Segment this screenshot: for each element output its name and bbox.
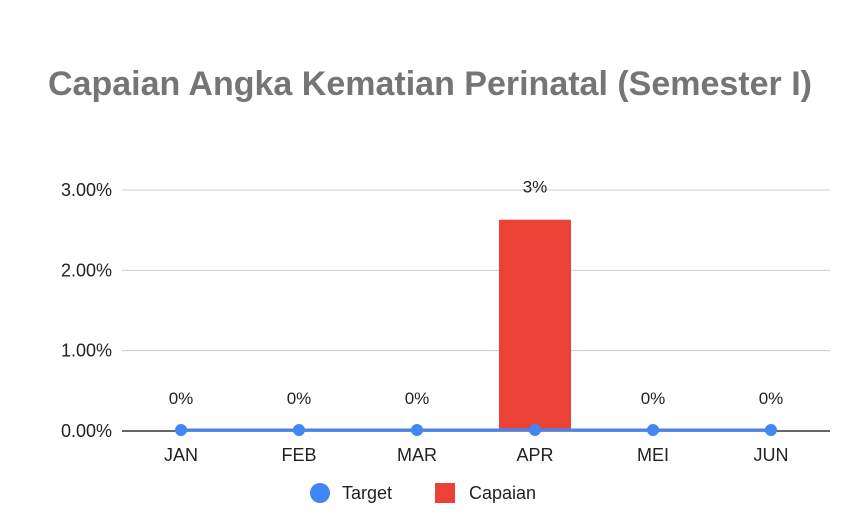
target-point bbox=[411, 424, 423, 436]
legend: Target Capaian bbox=[310, 483, 536, 503]
data-label: 0% bbox=[641, 389, 666, 408]
chart-title: Capaian Angka Kematian Perinatal (Semest… bbox=[48, 65, 812, 103]
x-tick-label: FEB bbox=[281, 445, 316, 465]
x-axis-ticks: JAN FEB MAR APR MEI JUN bbox=[164, 445, 789, 465]
y-tick-label: 1.00% bbox=[61, 341, 112, 361]
x-tick-label: MAR bbox=[397, 445, 437, 465]
x-tick-label: MEI bbox=[637, 445, 669, 465]
legend-label-target: Target bbox=[342, 483, 392, 503]
x-tick-label: APR bbox=[516, 445, 553, 465]
legend-marker-capaian bbox=[435, 483, 455, 503]
y-tick-label: 0.00% bbox=[61, 421, 112, 441]
target-point bbox=[175, 424, 187, 436]
bar-apr bbox=[499, 219, 571, 431]
y-axis-ticks: 0.00% 1.00% 2.00% 3.00% bbox=[61, 180, 112, 441]
bar-series bbox=[499, 219, 571, 431]
data-label: 0% bbox=[169, 389, 194, 408]
gridlines bbox=[122, 189, 830, 352]
legend-marker-target bbox=[310, 483, 330, 503]
data-label: 0% bbox=[759, 389, 784, 408]
target-point bbox=[647, 424, 659, 436]
target-point bbox=[765, 424, 777, 436]
x-tick-label: JUN bbox=[754, 445, 789, 465]
y-tick-label: 2.00% bbox=[61, 260, 112, 280]
line-series bbox=[175, 424, 777, 436]
y-tick-label: 3.00% bbox=[61, 180, 112, 200]
legend-label-capaian: Capaian bbox=[469, 483, 536, 503]
data-label: 0% bbox=[287, 389, 312, 408]
data-label: 3% bbox=[523, 178, 548, 197]
target-point bbox=[529, 424, 541, 436]
data-label: 0% bbox=[405, 389, 430, 408]
target-point bbox=[293, 424, 305, 436]
x-tick-label: JAN bbox=[164, 445, 198, 465]
data-labels: 0% 0% 0% 3% 0% 0% bbox=[169, 178, 784, 408]
